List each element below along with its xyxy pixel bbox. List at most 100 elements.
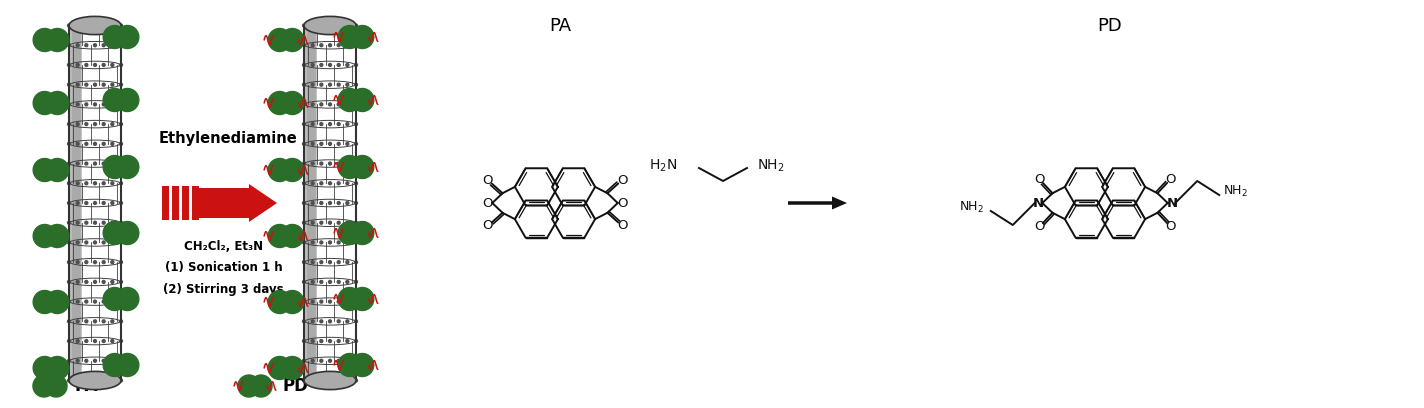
Circle shape xyxy=(346,359,349,362)
Text: O: O xyxy=(1165,173,1176,186)
Circle shape xyxy=(94,103,97,106)
Circle shape xyxy=(302,162,306,165)
Circle shape xyxy=(312,221,315,224)
Circle shape xyxy=(281,224,303,248)
Circle shape xyxy=(355,320,357,323)
Circle shape xyxy=(337,103,340,106)
Circle shape xyxy=(346,162,349,165)
Circle shape xyxy=(46,91,68,115)
Circle shape xyxy=(346,300,349,303)
Bar xyxy=(68,25,121,381)
Circle shape xyxy=(337,182,340,185)
Circle shape xyxy=(103,25,127,49)
Circle shape xyxy=(302,24,306,27)
Circle shape xyxy=(355,44,357,47)
Circle shape xyxy=(320,379,323,382)
Circle shape xyxy=(103,222,127,244)
Circle shape xyxy=(67,221,70,224)
Circle shape xyxy=(312,123,315,126)
Circle shape xyxy=(346,182,349,185)
Circle shape xyxy=(85,339,88,342)
Circle shape xyxy=(120,103,122,106)
Circle shape xyxy=(67,142,70,145)
Circle shape xyxy=(111,103,114,106)
Circle shape xyxy=(103,353,127,377)
Circle shape xyxy=(302,103,306,106)
Text: O: O xyxy=(483,174,493,187)
Circle shape xyxy=(312,359,315,362)
Bar xyxy=(162,186,168,220)
Text: O: O xyxy=(1034,220,1045,233)
Circle shape xyxy=(103,155,127,179)
Circle shape xyxy=(320,280,323,283)
Circle shape xyxy=(111,83,114,86)
Circle shape xyxy=(94,221,97,224)
Circle shape xyxy=(346,221,349,224)
Bar xyxy=(172,186,178,220)
Circle shape xyxy=(77,221,80,224)
Bar xyxy=(71,25,81,381)
Circle shape xyxy=(337,64,340,67)
Circle shape xyxy=(111,320,114,323)
Circle shape xyxy=(111,221,114,224)
Text: O: O xyxy=(483,219,493,232)
Circle shape xyxy=(111,261,114,264)
Ellipse shape xyxy=(303,16,356,35)
Circle shape xyxy=(337,221,340,224)
Circle shape xyxy=(120,320,122,323)
Circle shape xyxy=(281,158,303,182)
Circle shape xyxy=(46,224,68,248)
Circle shape xyxy=(85,202,88,204)
Circle shape xyxy=(103,44,105,47)
Circle shape xyxy=(103,359,105,362)
Text: PD: PD xyxy=(282,377,308,395)
Circle shape xyxy=(94,24,97,27)
Circle shape xyxy=(77,182,80,185)
Text: O: O xyxy=(1034,173,1045,186)
Circle shape xyxy=(111,123,114,126)
Circle shape xyxy=(329,123,332,126)
Circle shape xyxy=(355,202,357,204)
Circle shape xyxy=(94,359,97,362)
Circle shape xyxy=(77,359,80,362)
Text: NH$_2$: NH$_2$ xyxy=(958,200,984,215)
Circle shape xyxy=(337,202,340,204)
Circle shape xyxy=(67,241,70,244)
Circle shape xyxy=(350,155,375,179)
Circle shape xyxy=(120,359,122,362)
Circle shape xyxy=(320,64,323,67)
Circle shape xyxy=(111,182,114,185)
Circle shape xyxy=(85,300,88,303)
Circle shape xyxy=(77,261,80,264)
Circle shape xyxy=(103,280,105,283)
Circle shape xyxy=(302,359,306,362)
Bar xyxy=(306,25,315,381)
Circle shape xyxy=(67,123,70,126)
FancyArrow shape xyxy=(198,184,278,222)
Circle shape xyxy=(46,29,68,51)
Bar xyxy=(305,25,315,381)
Circle shape xyxy=(337,155,362,179)
Circle shape xyxy=(337,300,340,303)
Circle shape xyxy=(281,91,303,115)
Circle shape xyxy=(103,288,127,310)
Circle shape xyxy=(85,24,88,27)
Circle shape xyxy=(268,357,290,379)
Circle shape xyxy=(337,89,362,111)
Circle shape xyxy=(268,158,290,182)
Ellipse shape xyxy=(68,371,121,390)
Circle shape xyxy=(77,202,80,204)
Circle shape xyxy=(302,379,306,382)
Circle shape xyxy=(337,320,340,323)
Circle shape xyxy=(320,103,323,106)
Circle shape xyxy=(120,83,122,86)
Circle shape xyxy=(94,162,97,165)
Circle shape xyxy=(355,83,357,86)
Circle shape xyxy=(111,241,114,244)
Circle shape xyxy=(355,123,357,126)
Bar xyxy=(182,186,188,220)
Circle shape xyxy=(350,353,375,377)
Circle shape xyxy=(103,320,105,323)
Circle shape xyxy=(77,300,80,303)
Circle shape xyxy=(120,241,122,244)
